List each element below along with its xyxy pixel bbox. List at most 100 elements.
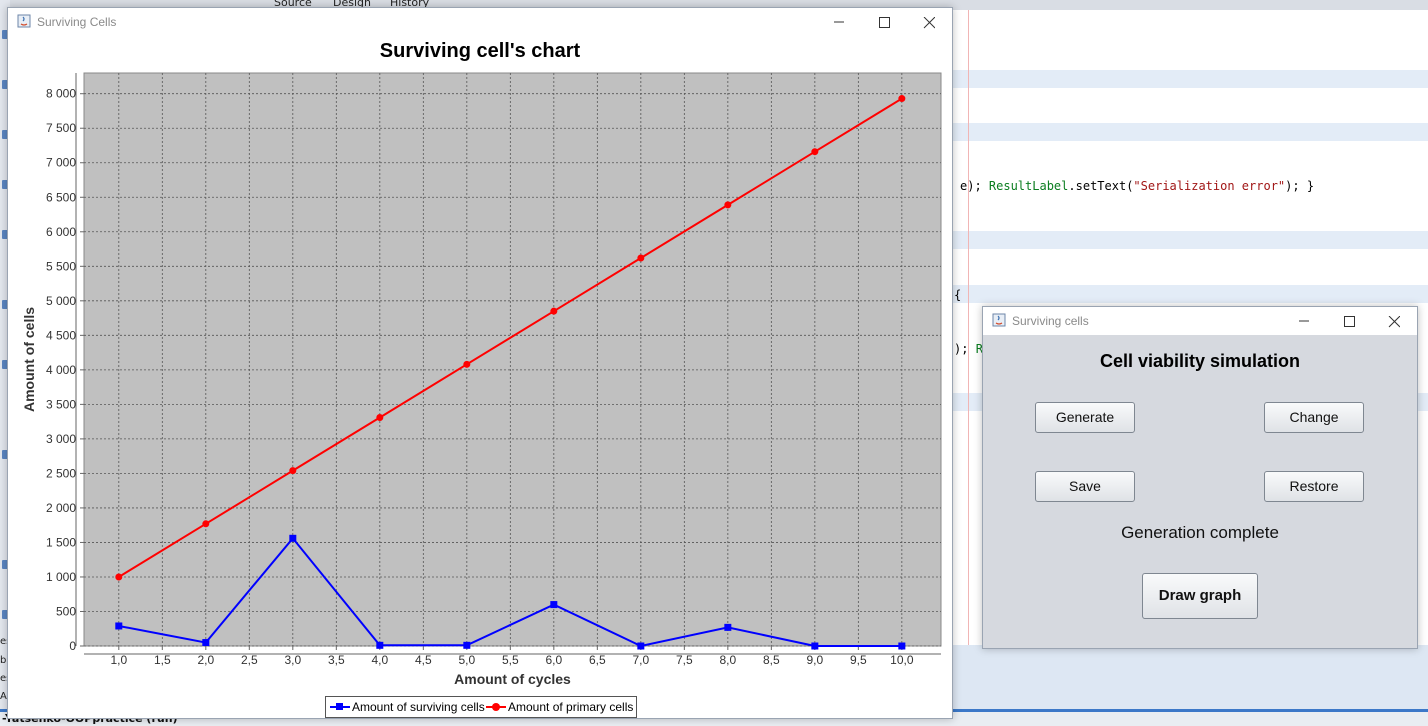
chart-window-titlebar[interactable]: Surviving Cells [8,8,952,36]
close-button[interactable] [1371,307,1417,335]
project-node-icon[interactable] [2,80,8,89]
x-tick-label: 4,0 [371,653,388,667]
tab-source[interactable]: Source [274,0,312,9]
y-tick-label: 7 500 [46,121,76,135]
maximize-icon [1344,316,1355,327]
left-panel-fragment: Ap [0,691,13,702]
y-tick-label: 8 000 [46,87,76,101]
maximize-button[interactable] [861,8,907,36]
data-point-0 [724,623,732,631]
plot-area [83,72,942,647]
simulation-heading: Cell viability simulation [1099,351,1301,371]
project-node-icon[interactable] [2,610,8,619]
x-tick-label: 5,5 [502,653,519,667]
code-line[interactable]: e); ResultLabel.setText("Serialization e… [960,179,1315,193]
y-tick-label: 2 500 [46,466,76,480]
minimize-button[interactable] [816,8,862,36]
minimize-button[interactable] [1281,307,1327,335]
y-tick-label: 5 500 [46,259,76,273]
y-tick-label: 1 500 [46,535,76,549]
x-tick-label: 3,0 [284,653,301,667]
x-tick-label: 8,5 [763,653,780,667]
minimize-icon [1299,320,1309,322]
x-tick-label: 7,5 [676,653,693,667]
data-point-0 [289,534,297,542]
x-tick-label: 4,5 [415,653,432,667]
data-point-1 [550,307,558,315]
x-tick-label: 10,0 [890,653,914,667]
y-tick-label: 500 [56,604,76,618]
y-tick-label: 0 [69,639,76,653]
ide-toolbar: Source Design History [0,0,1428,10]
restore-button[interactable]: Restore [1264,471,1364,502]
close-button[interactable] [906,8,952,36]
editor-highlight-band [952,123,1428,141]
minimize-icon [834,21,844,23]
project-node-icon[interactable] [2,560,8,569]
project-node-icon[interactable] [2,130,8,139]
editor-right-margin [968,10,969,710]
data-point-1 [637,254,645,262]
project-node-icon[interactable] [2,360,8,369]
project-node-icon[interactable] [2,180,8,189]
legend-label-primary: Amount of primary cells [508,700,634,714]
editor-highlight-band [952,285,1428,303]
series-line-0 [118,536,902,648]
y-tick-label: 4 000 [46,363,76,377]
x-tick-label: 9,0 [806,653,823,667]
x-tick-label: 6,0 [545,653,562,667]
close-icon [1388,316,1400,328]
code-line[interactable]: ); R [954,342,983,356]
left-panel-fragment: b [0,655,7,666]
generate-button[interactable]: Generate [1035,402,1135,433]
data-point-1 [463,360,471,368]
save-button[interactable]: Save [1035,471,1135,502]
sim-window-titlebar[interactable]: Surviving cells [983,307,1417,335]
tab-design[interactable]: Design [333,0,371,9]
legend-swatch-surviving [330,702,350,712]
data-point-0 [463,641,471,649]
java-icon [17,14,31,28]
x-axis-title: Amount of cycles [454,671,571,687]
y-tick-label: 6 500 [46,190,76,204]
data-point-0 [550,601,558,609]
y-axis-title: Amount of cells [21,307,37,412]
y-tick-label: 4 500 [46,328,76,342]
editor-highlight-band [952,231,1428,249]
line-chart: 0 500 1 000 1 500 2 000 2 500 3 000 3 500 4 000 4… [21,72,942,687]
data-point-0 [898,642,906,650]
maximize-button[interactable] [1326,307,1372,335]
project-node-icon[interactable] [2,230,8,239]
y-tick-label: 1 000 [46,570,76,584]
series-line-1 [118,97,903,578]
status-label: Generation complete [1121,523,1279,542]
project-node-icon[interactable] [2,30,8,39]
data-point-0 [115,622,123,630]
ide-project-panel [0,0,10,726]
legend-swatch-primary [486,702,506,712]
x-tick-label: 9,5 [850,653,867,667]
data-point-1 [376,413,384,421]
data-point-0 [202,639,210,647]
chart-window: Surviving Cells Surviving cell's chart 0… [7,7,953,719]
draw-graph-button[interactable]: Draw graph [1142,573,1258,619]
x-tick-label: 7,0 [632,653,649,667]
java-icon [992,313,1006,327]
project-node-icon[interactable] [2,300,8,309]
x-tick-label: 8,0 [719,653,736,667]
tab-history[interactable]: History [390,0,430,9]
project-node-icon[interactable] [2,450,8,459]
x-tick-label: 3,5 [328,653,345,667]
code-line[interactable]: { [954,288,962,302]
y-tick-label: 6 000 [46,225,76,239]
change-button[interactable]: Change [1264,402,1364,433]
x-tick-label: 1,0 [110,653,127,667]
data-point-0 [376,641,384,649]
x-tick-label: 2,0 [197,653,214,667]
data-point-1 [898,95,906,103]
y-tick-label: 2 000 [46,501,76,515]
left-panel-fragment: es [0,673,12,684]
simulation-window: Surviving cells Cell viability simulatio… [982,306,1418,649]
data-point-1 [202,520,210,528]
x-tick-label: 6,5 [589,653,606,667]
